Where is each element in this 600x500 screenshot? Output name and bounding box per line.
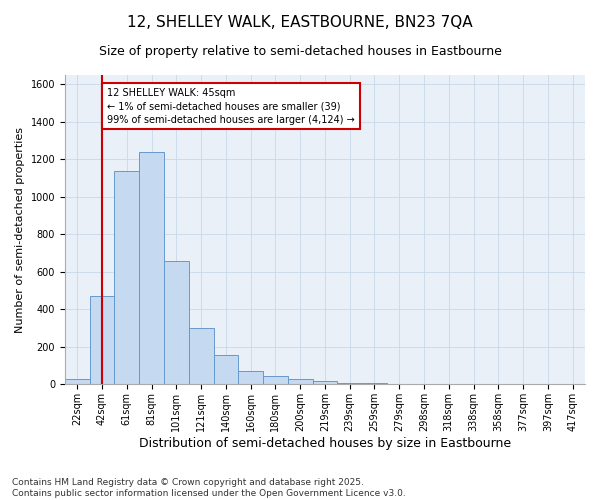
Bar bbox=[189, 328, 214, 384]
Text: 12 SHELLEY WALK: 45sqm
← 1% of semi-detached houses are smaller (39)
99% of semi: 12 SHELLEY WALK: 45sqm ← 1% of semi-deta… bbox=[107, 88, 355, 124]
Text: Contains HM Land Registry data © Crown copyright and database right 2025.
Contai: Contains HM Land Registry data © Crown c… bbox=[12, 478, 406, 498]
Bar bbox=[65, 379, 89, 384]
Bar bbox=[164, 260, 189, 384]
Bar bbox=[238, 372, 263, 384]
Bar bbox=[115, 170, 139, 384]
Bar bbox=[214, 356, 238, 384]
Bar bbox=[313, 380, 337, 384]
Text: 12, SHELLEY WALK, EASTBOURNE, BN23 7QA: 12, SHELLEY WALK, EASTBOURNE, BN23 7QA bbox=[127, 15, 473, 30]
Bar bbox=[139, 152, 164, 384]
Text: Size of property relative to semi-detached houses in Eastbourne: Size of property relative to semi-detach… bbox=[98, 45, 502, 58]
Y-axis label: Number of semi-detached properties: Number of semi-detached properties bbox=[15, 126, 25, 332]
X-axis label: Distribution of semi-detached houses by size in Eastbourne: Distribution of semi-detached houses by … bbox=[139, 437, 511, 450]
Bar bbox=[263, 376, 288, 384]
Bar bbox=[89, 296, 115, 384]
Bar bbox=[288, 379, 313, 384]
Bar bbox=[337, 382, 362, 384]
